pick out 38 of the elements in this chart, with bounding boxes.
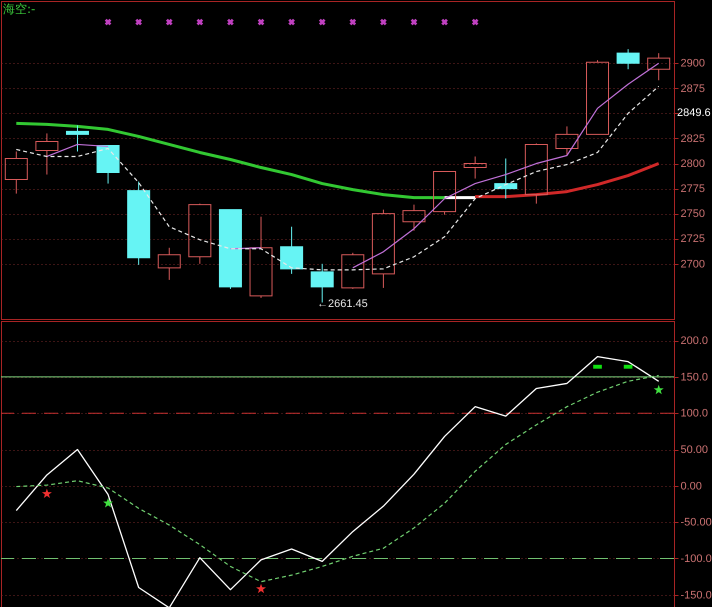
candlestick — [35, 132, 58, 176]
annotation: ←2661.45 — [317, 298, 368, 310]
y-tick-label: 2900 — [680, 58, 705, 70]
line-series — [14, 122, 446, 200]
y-tick-label: 100.0 — [680, 408, 708, 420]
line-series — [16, 374, 660, 582]
y-tick-label: 2775 — [680, 183, 705, 196]
point — [42, 488, 52, 498]
text: 2849.6 — [677, 107, 711, 119]
y-tick-label: 50.00 — [680, 444, 708, 456]
line-series — [474, 162, 660, 198]
candlestick — [4, 150, 28, 194]
y-tick-label: 2800 — [680, 158, 705, 170]
y-tick-label: -100.0 — [680, 552, 712, 565]
point — [654, 384, 664, 394]
candlestick — [127, 181, 150, 266]
y-tick-label: 2700 — [680, 258, 705, 270]
y-tick-label: 2825 — [680, 132, 705, 145]
line-series — [16, 356, 660, 607]
y-tick-label: 200.0 — [680, 335, 708, 348]
line-series — [16, 86, 660, 270]
candlestick — [402, 204, 426, 232]
y-tick-label: 2875 — [680, 82, 705, 95]
y-tick-label: 2725 — [680, 233, 705, 246]
y-tick-label: -50.00 — [680, 516, 712, 529]
candlestick — [158, 247, 181, 280]
point — [256, 584, 266, 594]
point — [103, 498, 114, 508]
y-tick-label: 150.0 — [680, 371, 708, 384]
candlestick — [647, 52, 670, 81]
y-tick-label: 2750 — [680, 208, 705, 220]
y-tick-label: -150.0 — [680, 589, 712, 602]
candlestick — [280, 226, 304, 274]
candlestick — [464, 156, 487, 180]
candlestick — [494, 158, 518, 200]
y-tick-label: 0.00 — [680, 480, 702, 492]
chart-title: 海空:- — [3, 2, 36, 16]
candlestick — [96, 144, 120, 184]
